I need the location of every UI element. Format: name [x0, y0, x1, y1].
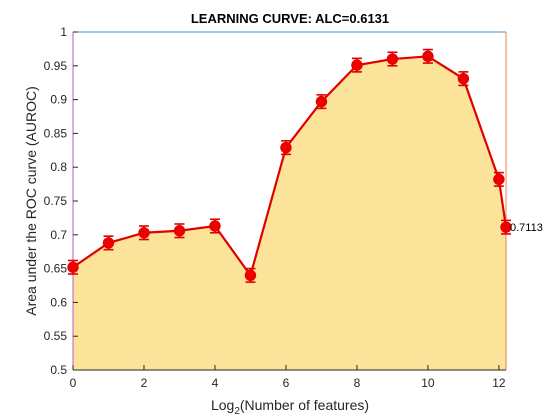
x-tick-label: 12: [492, 376, 506, 390]
data-point: [244, 269, 257, 282]
data-point: [102, 237, 115, 249]
area-fill: [73, 56, 506, 370]
x-tick-label: 8: [354, 376, 361, 390]
data-point: [173, 225, 186, 237]
y-tick-label: 0.55: [44, 329, 68, 343]
data-point: [500, 221, 512, 233]
y-tick-label: 0.5: [50, 363, 67, 377]
x-tick-label: 10: [421, 376, 435, 390]
y-tick-label: 0.65: [44, 262, 68, 276]
data-point: [67, 261, 79, 273]
data-point: [351, 59, 363, 71]
data-point: [280, 141, 292, 154]
y-tick-label: 0.95: [44, 59, 68, 73]
data-point: [315, 95, 328, 108]
y-axis-label: Area under the ROC curve (AUROC): [23, 86, 39, 316]
series-line: [72, 55, 508, 278]
y-tick-label: 0.9: [50, 93, 67, 107]
data-point: [493, 173, 505, 186]
data-point: [138, 227, 150, 239]
y-tick-label: 0.8: [50, 160, 67, 174]
y-tick-label: 0.7: [50, 228, 67, 242]
x-tick-label: 0: [70, 376, 77, 390]
x-axis-label-rest: (Number of features): [240, 397, 369, 413]
data-point: [386, 53, 399, 65]
x-axis-label-subscript: 2: [234, 406, 240, 417]
data-point: [457, 72, 470, 85]
y-tick-label: 1: [60, 25, 67, 39]
y-tick-label: 0.6: [50, 295, 67, 309]
x-axis-label-main: Log: [211, 397, 234, 413]
x-tick-label: 2: [141, 376, 148, 390]
data-point: [209, 220, 221, 232]
x-axis-label: Log2(Number of features): [211, 397, 369, 417]
x-tick-label: 6: [283, 376, 290, 390]
data-point: [422, 50, 434, 63]
final-value-annotation: 0.7113: [510, 222, 543, 234]
y-tick-label: 0.85: [44, 126, 68, 140]
chart-title: LEARNING CURVE: ALC=0.6131: [191, 11, 389, 26]
x-tick-label: 4: [212, 376, 219, 390]
y-tick-label: 0.75: [44, 194, 68, 208]
